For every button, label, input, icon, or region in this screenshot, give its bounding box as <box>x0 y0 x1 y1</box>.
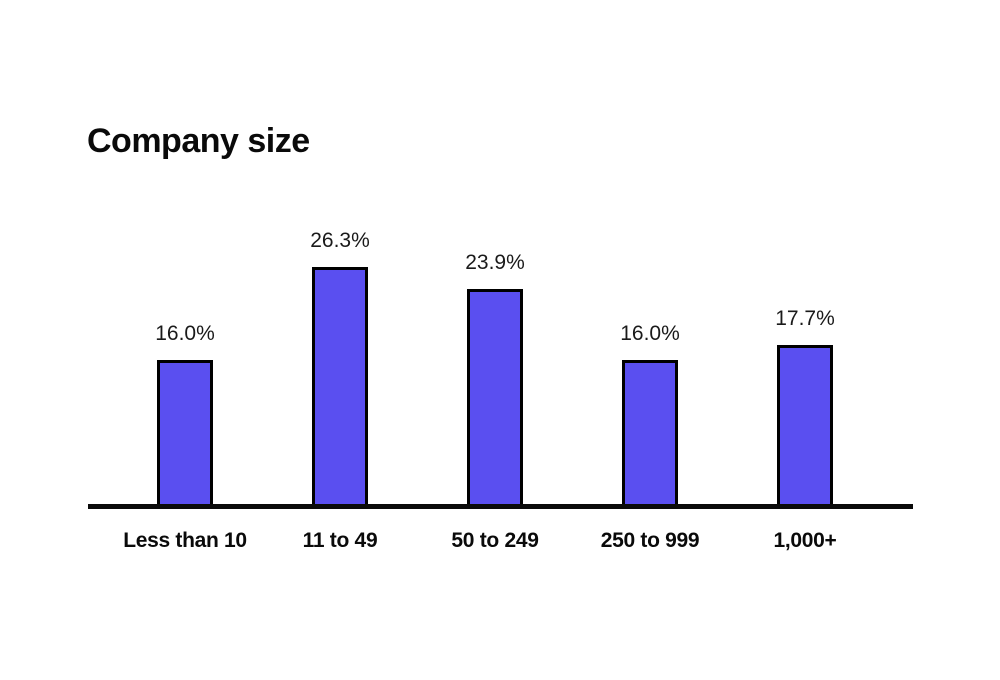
bar-5 <box>777 345 833 504</box>
bar-1 <box>157 360 213 504</box>
chart-title: Company size <box>87 122 310 160</box>
bar-3 <box>467 289 523 504</box>
x-axis-label-1: Less than 10 <box>123 529 247 552</box>
bar-4 <box>622 360 678 504</box>
bar-value-label-2: 26.3% <box>310 229 370 252</box>
bar-value-label-5: 17.7% <box>775 307 835 330</box>
x-axis-label-5: 1,000+ <box>773 529 837 552</box>
x-axis-label-4: 250 to 999 <box>600 529 700 552</box>
bar-value-label-3: 23.9% <box>465 251 525 274</box>
x-axis-line <box>88 504 913 509</box>
x-axis-label-3: 50 to 249 <box>451 529 539 552</box>
bar-value-label-1: 16.0% <box>155 322 215 345</box>
bar-2 <box>312 267 368 504</box>
x-axis-label-2: 11 to 49 <box>302 529 378 552</box>
bar-value-label-4: 16.0% <box>620 322 680 345</box>
